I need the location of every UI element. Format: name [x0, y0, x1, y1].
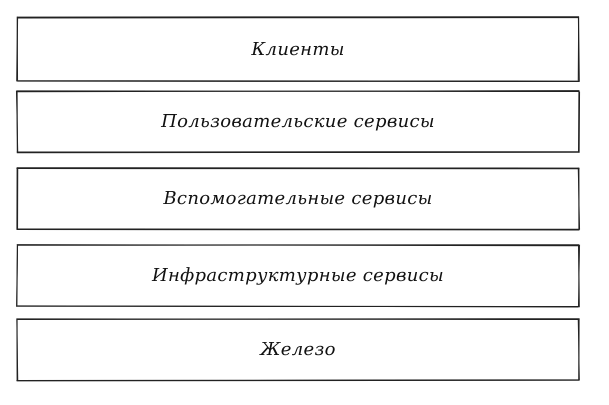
layer-frame	[15, 90, 581, 154]
layer-clients: Клиенты	[16, 16, 580, 83]
layer-hardware: Железо	[16, 318, 580, 382]
layer-user-services: Пользовательские сервисы	[15, 90, 581, 154]
layer-frame	[16, 244, 581, 308]
layer-auxiliary-services: Вспомогательные сервисы	[16, 167, 581, 231]
layer-label: Железо	[260, 339, 336, 360]
layer-frame	[16, 16, 580, 83]
layer-label: Пользовательские сервисы	[161, 111, 435, 132]
layer-label: Инфраструктурные сервисы	[152, 265, 444, 286]
layer-infrastructure-services: Инфраструктурные сервисы	[16, 244, 581, 308]
layer-label: Вспомогательные сервисы	[163, 188, 433, 209]
layer-frame	[16, 167, 581, 231]
layer-frame	[16, 318, 580, 382]
layer-label: Клиенты	[251, 38, 345, 60]
